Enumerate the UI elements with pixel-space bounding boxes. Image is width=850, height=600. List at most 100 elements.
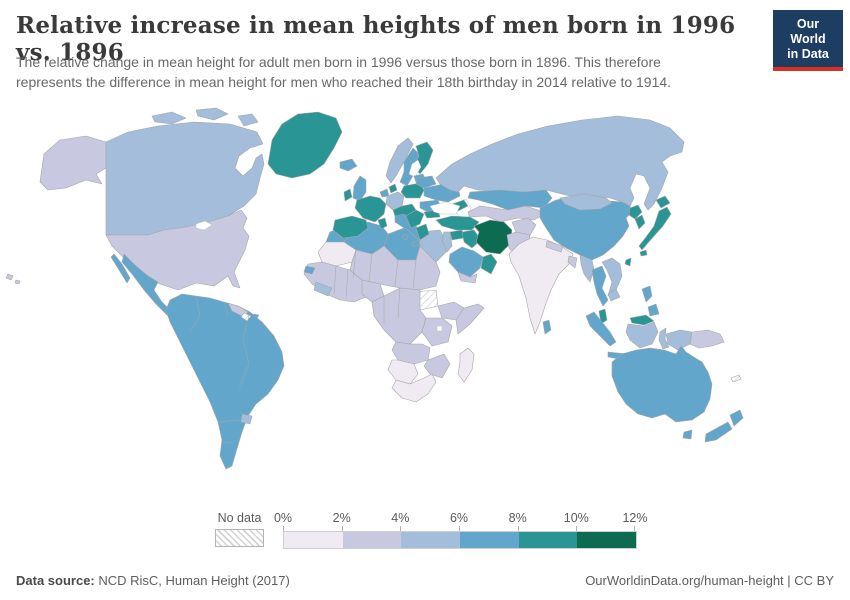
country-south-africa[interactable] [391, 373, 437, 403]
country-sri-lanka[interactable] [542, 319, 552, 335]
country-united-kingdom[interactable] [352, 175, 367, 202]
country-kenya-tanzania[interactable] [421, 317, 453, 347]
footer-citation-link[interactable]: OurWorldinData.org/human-height | CC BY [585, 573, 834, 588]
country-ireland[interactable] [343, 188, 353, 202]
country-france[interactable] [354, 195, 387, 223]
country-afghanistan[interactable] [511, 217, 537, 236]
legend-tick-label: 6% [449, 511, 469, 525]
legend-color-bar [283, 531, 637, 549]
country-malaysia[interactable] [598, 308, 655, 326]
country-japan[interactable] [638, 195, 672, 257]
legend-bin-2-4[interactable] [342, 532, 402, 548]
legend-tick-mark [459, 526, 460, 531]
country-mauritania-wsahara[interactable] [317, 241, 357, 267]
country-taiwan[interactable] [624, 257, 632, 267]
country-canadian-arctic-islands[interactable] [151, 107, 259, 127]
chart-subtitle: The relative change in mean height for a… [16, 54, 672, 90]
gulf-of-bothnia [408, 159, 422, 178]
owid-logo-line1: Our World [790, 17, 826, 46]
country-madagascar[interactable] [457, 347, 475, 383]
country-indonesia-borneo[interactable] [625, 321, 659, 349]
great-lakes [195, 220, 213, 231]
legend-bin-10-12[interactable] [577, 532, 637, 548]
legend-tick-mark [283, 526, 284, 531]
country-balkans[interactable] [405, 209, 425, 229]
legend-no-data-label: No data [217, 511, 262, 525]
data-source-note: Data source: NCD RisC, Human Height (201… [16, 573, 290, 588]
legend-bin-0-2[interactable] [284, 532, 343, 548]
country-indonesia-papua[interactable] [665, 329, 693, 351]
chart-footer: Data source: NCD RisC, Human Height (201… [0, 573, 850, 588]
page-title: Relative increase in mean heights of men… [16, 12, 736, 66]
owid-logo-line2: in Data [787, 46, 829, 61]
country-south-america[interactable] [165, 293, 285, 470]
country-saudi-arabia[interactable] [448, 246, 484, 278]
country-new-caledonia[interactable] [730, 374, 742, 383]
country-kazakhstan[interactable] [467, 189, 553, 211]
country-norway[interactable] [385, 137, 414, 184]
country-iran[interactable] [473, 219, 513, 255]
map-legend: No data 0% 2% 4% 6% 8% 10% 12% [0, 511, 850, 553]
country-spain-portugal[interactable] [332, 215, 369, 239]
legend-bin-8-10[interactable] [518, 532, 578, 548]
country-alaska[interactable] [39, 135, 107, 191]
country-iceland[interactable] [339, 158, 358, 172]
country-new-zealand[interactable] [704, 409, 744, 443]
country-cambodia[interactable] [607, 288, 621, 302]
country-thailand[interactable] [591, 265, 609, 307]
legend-no-data-swatch[interactable] [215, 529, 264, 547]
country-greece[interactable] [415, 223, 430, 241]
country-uruguay[interactable] [240, 413, 253, 425]
legend-tick-label: 8% [508, 511, 527, 525]
country-guinea-ghana[interactable] [313, 281, 333, 297]
country-levant[interactable] [441, 231, 453, 253]
country-tunisia[interactable] [377, 217, 388, 230]
country-senegal[interactable] [303, 265, 316, 275]
country-mongolia[interactable] [559, 193, 613, 211]
black-sea [429, 201, 461, 215]
country-somalia[interactable] [455, 303, 485, 335]
owid-logo[interactable]: Our World in Data [773, 10, 843, 72]
country-myanmar[interactable] [579, 254, 595, 283]
legend-tick-label: 10% [563, 511, 589, 525]
country-south-korea[interactable] [634, 214, 646, 230]
lake-victoria [436, 325, 443, 332]
country-french-guiana[interactable] [240, 312, 252, 322]
country-yemen[interactable] [457, 271, 478, 284]
country-mozambique-zimbabwe[interactable] [423, 353, 451, 379]
world-choropleth-map [5, 107, 744, 470]
country-denmark[interactable] [388, 183, 398, 194]
africa-internal-borders [333, 249, 417, 324]
country-namibia-botswana[interactable] [387, 359, 419, 385]
legend-tick-mark [576, 526, 578, 531]
country-bangladesh[interactable] [567, 255, 578, 269]
country-belarus[interactable] [415, 175, 437, 189]
data-source-text: NCD RisC, Human Height (2017) [94, 573, 290, 588]
legend-tick-mark [634, 526, 635, 531]
country-india[interactable] [508, 236, 574, 335]
legend-tick-label: 2% [332, 511, 351, 525]
country-iraq[interactable] [461, 229, 482, 249]
data-source-label: Data source: [16, 573, 95, 588]
legend-no-data[interactable]: No data [215, 511, 264, 547]
legend-color-scale: 0% 2% 4% 6% 8% 10% 12% [274, 511, 648, 551]
legend-tick-label: 12% [622, 511, 648, 525]
country-sweden[interactable] [399, 147, 420, 187]
legend-bin-6-8[interactable] [460, 532, 519, 548]
country-indonesia-sumatra[interactable] [585, 311, 617, 347]
country-greenland[interactable] [267, 111, 343, 179]
country-turkey[interactable] [435, 215, 480, 231]
country-australia[interactable] [611, 345, 713, 440]
country-papua-new-guinea[interactable] [689, 329, 725, 349]
legend-tick-label: 0% [273, 511, 293, 525]
legend-bin-4-6[interactable] [401, 532, 461, 548]
country-philippines[interactable] [641, 285, 660, 317]
country-north-korea[interactable] [628, 204, 643, 220]
legend-tick-mark [341, 526, 343, 531]
country-hawaii[interactable] [5, 273, 21, 285]
country-nepal-bhutan[interactable] [545, 240, 564, 253]
country-syria[interactable] [449, 229, 465, 241]
legend-tick-label: 4% [391, 511, 410, 525]
country-indonesia-sulawesi[interactable] [658, 327, 670, 350]
country-oman-uae[interactable] [480, 253, 498, 275]
